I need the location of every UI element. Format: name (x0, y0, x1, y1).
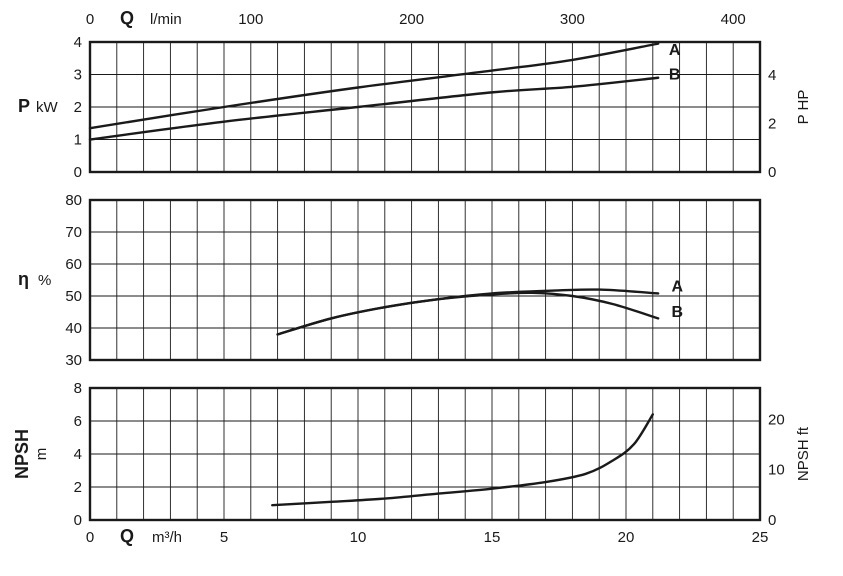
xtick-bottom: 25 (752, 529, 769, 546)
series-npsh-main (272, 414, 653, 505)
chart-svg: AB01234024AB3040506070800246801020010020… (0, 0, 843, 576)
ytick-left-eta: 60 (65, 256, 82, 273)
ytick-left-power: 2 (74, 99, 82, 116)
xtick-top: 300 (560, 11, 585, 28)
series-label-eta-B: B (672, 304, 684, 321)
y-right-label-power: P HP (795, 90, 812, 125)
series-label-eta-A: A (672, 278, 684, 295)
ytick-left-eta: 30 (65, 352, 82, 369)
xtick-bottom: 20 (618, 529, 635, 546)
x-top-label-unit: l/min (150, 11, 182, 28)
y-left-label-power: P (18, 96, 30, 116)
ytick-left-power: 3 (74, 67, 82, 84)
xtick-top: 100 (238, 11, 263, 28)
xtick-top: 400 (721, 11, 746, 28)
ytick-left-npsh: 0 (74, 512, 82, 529)
ytick-left-power: 0 (74, 164, 82, 181)
x-top-label-var: Q (120, 8, 134, 28)
ytick-left-npsh: 8 (74, 380, 82, 397)
y-left-unit-npsh: m (33, 448, 50, 461)
ytick-left-npsh: 4 (74, 446, 82, 463)
xtick-bottom: 0 (86, 529, 94, 546)
ytick-right-npsh: 0 (768, 512, 776, 529)
y-left-unit-eta: % (38, 272, 51, 289)
y-left-unit-power: kW (36, 99, 59, 116)
pump-curve-chart: AB01234024AB3040506070800246801020010020… (0, 0, 843, 576)
ytick-left-eta: 80 (65, 192, 82, 209)
series-power-B (90, 78, 658, 140)
ytick-left-eta: 70 (65, 224, 82, 241)
xtick-bottom: 15 (484, 529, 501, 546)
y-right-label-npsh: NPSH ft (795, 426, 812, 481)
ytick-right-npsh: 10 (768, 462, 785, 479)
ytick-left-eta: 40 (65, 320, 82, 337)
xtick-bottom: 5 (220, 529, 228, 546)
series-label-power-B: B (669, 67, 681, 84)
ytick-left-power: 4 (74, 34, 82, 51)
ytick-left-npsh: 6 (74, 413, 82, 430)
ytick-right-power: 4 (768, 67, 776, 84)
xtick-top: 0 (86, 11, 94, 28)
ytick-right-npsh: 20 (768, 411, 785, 428)
x-bottom-label-var: Q (120, 526, 134, 546)
xtick-bottom: 10 (350, 529, 367, 546)
ytick-right-power: 2 (768, 115, 776, 132)
xtick-top: 200 (399, 11, 424, 28)
y-left-label-npsh: NPSH (12, 429, 32, 479)
y-left-label-eta: η (18, 269, 29, 289)
x-bottom-label-unit: m³/h (152, 529, 182, 546)
series-label-power-A: A (669, 42, 681, 59)
ytick-left-npsh: 2 (74, 479, 82, 496)
ytick-left-power: 1 (74, 132, 82, 149)
ytick-left-eta: 50 (65, 288, 82, 305)
ytick-right-power: 0 (768, 164, 776, 181)
